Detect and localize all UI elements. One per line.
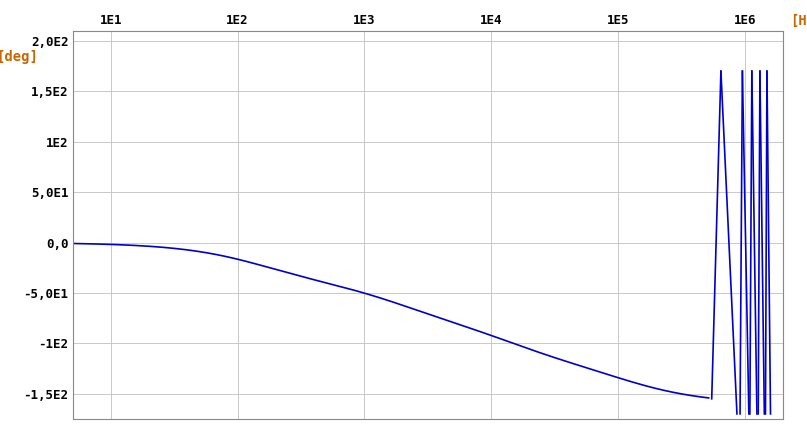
Text: [deg]: [deg] [0,50,38,64]
Text: [Hz]: [Hz] [790,14,807,28]
